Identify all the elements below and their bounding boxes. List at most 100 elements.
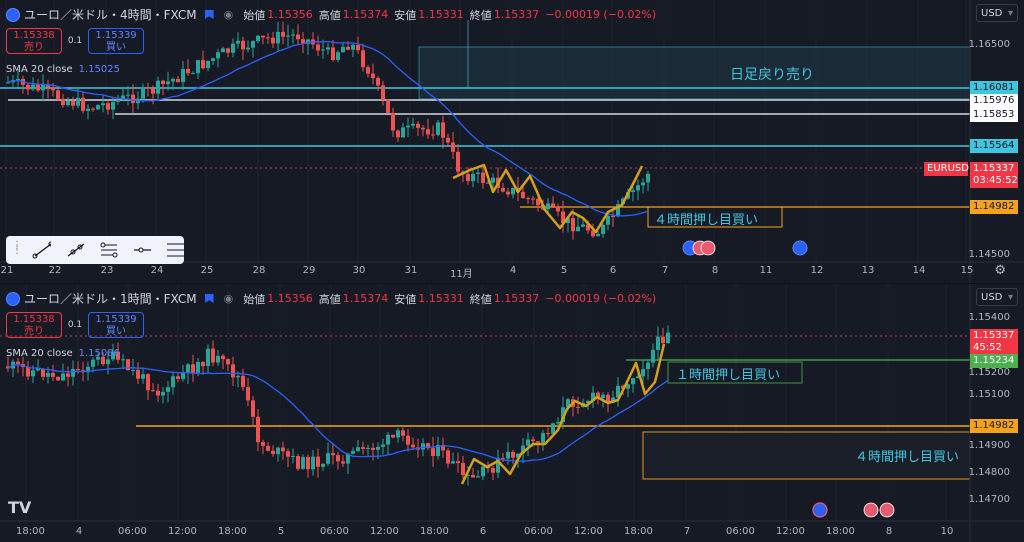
sell-price: 1.15338 [13, 314, 55, 325]
daily-sell-label: 日足戻り売り [730, 67, 814, 83]
time-axis-label: 23 [100, 265, 114, 276]
sell-button[interactable]: 1.15338 売り [6, 28, 62, 54]
menu-lines-icon[interactable] [165, 241, 185, 259]
horizontal-line-icon[interactable] [132, 241, 151, 259]
time-axis-label: 14 [912, 265, 926, 276]
time-axis-label: 06:00 [320, 526, 349, 537]
flag-icon[interactable] [204, 294, 214, 303]
h4-buy-label-1h: ４時間押し目買い [855, 450, 960, 465]
sma-line-4h [7, 40, 649, 217]
wave-drawing-4h [452, 163, 644, 234]
currency-pair-icon [6, 291, 20, 306]
chart-canvas-4h[interactable] [0, 0, 1024, 283]
time-axis-label: 18:00 [826, 526, 855, 537]
price-axis-label: 1.15400 [968, 312, 1010, 323]
close-value: 1.15337 [493, 8, 540, 21]
h1-buy-label: １時間押し目買い [676, 368, 781, 383]
bar-timer: 03:45:52 [973, 175, 1018, 186]
currency-select[interactable]: USD [976, 4, 1018, 23]
time-axis-label: 12:00 [168, 526, 197, 537]
flag-icon[interactable] [204, 10, 214, 19]
high-value: 1.15374 [342, 8, 389, 21]
drawing-toolbar: ⋮ ⋮ [6, 236, 185, 264]
fib-retracement-icon[interactable] [98, 241, 118, 259]
event-icon [812, 502, 828, 518]
chart-header-4h: ユーロ／米ドル・4時間・FXCM ◉ 始値 1.15356 高値 1.15374 安… [6, 6, 662, 23]
buy-button[interactable]: 1.15339 買い [88, 312, 144, 338]
time-axis-label: 15 [960, 265, 974, 276]
time-axis-label: 22 [48, 265, 62, 276]
low-label: 安値 [394, 8, 417, 22]
currency-select[interactable]: USD [976, 288, 1018, 307]
time-axis-label: 8 [885, 526, 893, 537]
symbol-title[interactable]: ユーロ／米ドル・4時間・FXCM [24, 8, 197, 22]
open-label: 始値 [243, 292, 266, 306]
price-axis-label: 1.15200 [968, 367, 1010, 378]
sell-label: 売り [24, 326, 44, 337]
bar-timer: 45:52 [973, 342, 1002, 353]
time-axis-label: 06:00 [118, 526, 147, 537]
event-icon [700, 240, 716, 256]
price-axis-label: 1.16500 [968, 39, 1010, 50]
chart-pane-4h[interactable]: ユーロ／米ドル・4時間・FXCM ◉ 始値 1.15356 高値 1.15374 安… [0, 0, 1024, 283]
low-value: 1.15331 [418, 8, 464, 21]
chart-pane-1h[interactable]: ユーロ／米ドル・1時間・FXCM ◉ 始値 1.15356 高値 1.15374 安… [0, 284, 1024, 542]
change-value: −0.00019 (−0.02%) [545, 292, 657, 305]
trend-line-icon[interactable] [32, 241, 52, 259]
price-tag: 1.15853 [970, 108, 1018, 122]
time-axis-label: 5 [277, 526, 285, 537]
time-axis-label: 18:00 [624, 526, 653, 537]
time-axis-label: 28 [252, 265, 266, 276]
high-label: 高値 [318, 292, 341, 306]
current-price-tag: 1.15337 03:45:52 [970, 162, 1018, 188]
time-axis-label: 7 [661, 265, 669, 276]
time-axis-label: 11月 [450, 269, 473, 280]
spread-value: 0.1 [67, 320, 83, 330]
price-tag: 1.14982 [970, 419, 1018, 433]
close-label: 終値 [469, 292, 492, 306]
time-axis-label: 12 [810, 265, 824, 276]
sma-legend-4h[interactable]: SMA 20 close 1.15025 [6, 64, 120, 75]
eye-icon[interactable]: ◉ [223, 8, 234, 21]
h4-buy-zone-1h [642, 431, 971, 480]
drag-handle-icon[interactable]: ⋮ ⋮ [12, 240, 22, 256]
sma-label: SMA 20 close [6, 348, 73, 359]
settings-gear-icon[interactable]: ⚙ [994, 263, 1006, 278]
buy-label: 買い [106, 326, 126, 337]
price-tag: 1.15234 [970, 354, 1018, 368]
event-icon [879, 502, 895, 518]
time-axis-label: 30 [352, 265, 366, 276]
time-axis-label: 24 [150, 265, 164, 276]
time-axis-label: 29 [302, 265, 316, 276]
symbol-title[interactable]: ユーロ／米ドル・1時間・FXCM [24, 292, 197, 306]
time-axis-label: 4 [75, 526, 83, 537]
time-axis-label: 31 [404, 265, 418, 276]
sell-label: 売り [24, 42, 44, 53]
price-tag: 1.16081 [970, 81, 1018, 95]
time-axis-label: 21 [0, 265, 14, 276]
sma-legend-1h[interactable]: SMA 20 close 1.15086 [6, 348, 120, 359]
time-axis-label: 11 [759, 265, 773, 276]
sma-label: SMA 20 close [6, 64, 73, 75]
sell-button[interactable]: 1.15338 売り [6, 312, 62, 338]
tradingview-logo-icon[interactable]: 𝗧𝗩 [8, 498, 32, 517]
change-value: −0.00019 (−0.02%) [545, 8, 657, 21]
close-label: 終値 [469, 8, 492, 22]
buy-button[interactable]: 1.15339 買い [88, 28, 144, 54]
time-axis-label: 18:00 [16, 526, 45, 537]
buy-price: 1.15339 [95, 314, 137, 325]
event-icon [792, 240, 808, 256]
sma-value: 1.15025 [78, 64, 121, 75]
eye-icon[interactable]: ◉ [223, 292, 234, 305]
low-value: 1.15331 [418, 292, 464, 305]
time-axis-label: 06:00 [726, 526, 755, 537]
daily-sell-zone [418, 46, 971, 100]
time-axis-label: 12:00 [776, 526, 805, 537]
ray-icon[interactable] [65, 241, 85, 259]
current-price: 1.15337 [973, 163, 1015, 174]
chart-canvas-1h[interactable] [0, 284, 1024, 542]
high-label: 高値 [318, 8, 341, 22]
price-axis-label: 1.14700 [968, 494, 1010, 505]
current-price: 1.15337 [973, 330, 1015, 341]
close-value: 1.15337 [493, 292, 540, 305]
